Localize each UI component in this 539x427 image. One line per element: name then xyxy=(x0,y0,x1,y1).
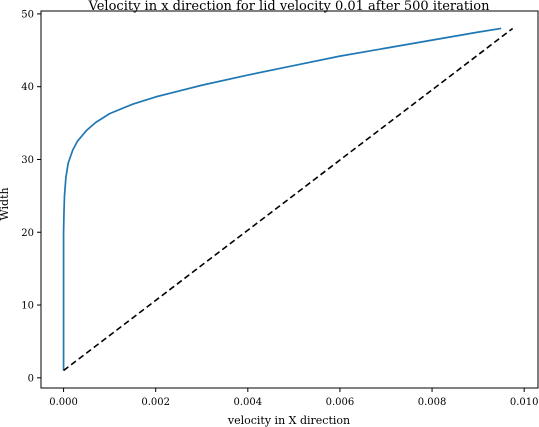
x-axis-ticks: 0.000 0.002 0.004 0.006 0.008 0.010 xyxy=(49,388,539,408)
y-tick-label: 50 xyxy=(21,9,34,20)
x-tick-label: 0.010 xyxy=(510,397,539,408)
x-tick-label: 0.000 xyxy=(49,397,78,408)
reference-dashed-line xyxy=(63,27,514,372)
x-tick-label: 0.008 xyxy=(418,397,447,408)
x-tick-label: 0.004 xyxy=(233,397,262,408)
x-tick-label: 0.006 xyxy=(326,397,355,408)
y-tick-label: 0 xyxy=(28,373,34,384)
y-tick-label: 20 xyxy=(21,228,34,239)
series-layer xyxy=(62,27,514,372)
x-axis-label: velocity in X direction xyxy=(227,414,350,427)
y-tick-label: 10 xyxy=(21,301,34,312)
x-tick-label: 0.002 xyxy=(141,397,170,408)
chart-title: Velocity in x direction for lid velocity… xyxy=(88,0,491,14)
y-axis-ticks: 0 10 20 30 40 50 xyxy=(21,9,41,384)
y-axis-label: Width xyxy=(0,187,11,220)
velocity-profile-line xyxy=(62,27,502,371)
plot-area-frame xyxy=(40,10,539,389)
y-tick-label: 40 xyxy=(21,82,34,93)
y-tick-label: 30 xyxy=(21,155,34,166)
